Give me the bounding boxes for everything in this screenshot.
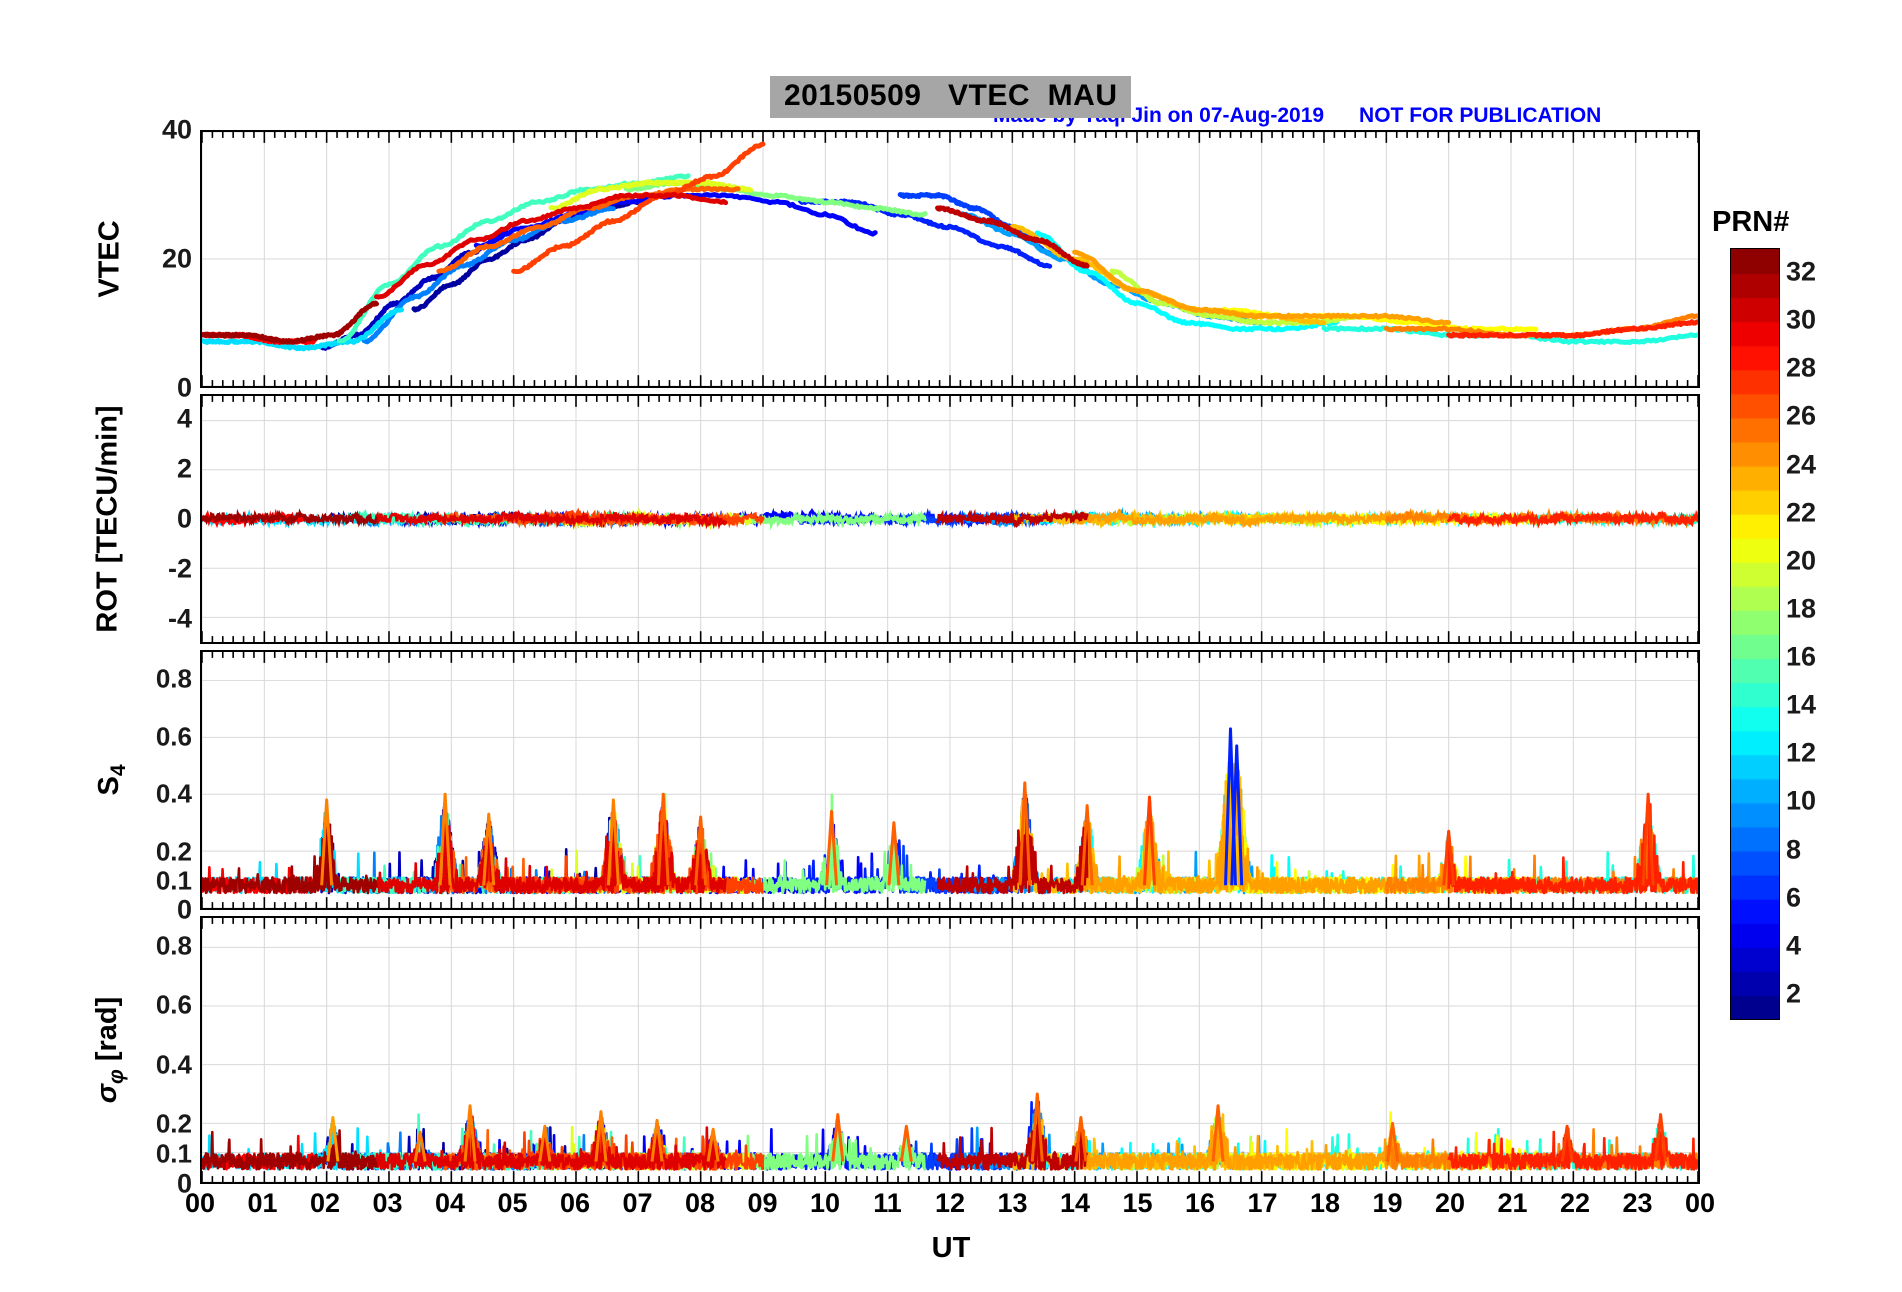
colorbar-tick-26: 26 [1786, 400, 1817, 431]
x-tick-6: 06 [559, 1188, 591, 1218]
x-tick-22: 22 [1559, 1188, 1591, 1218]
y-tick-sigma-1: 0.6 [155, 989, 192, 1020]
x-tick-7: 07 [622, 1188, 653, 1218]
x-tick-13: 13 [997, 1188, 1028, 1218]
colorbar-tick-4: 4 [1786, 930, 1802, 961]
plot-area-s4 [202, 652, 1698, 908]
x-tick-9: 09 [747, 1188, 778, 1218]
x-tick-10: 10 [809, 1188, 841, 1218]
colorbar-tick-16: 16 [1786, 641, 1817, 672]
x-tick-24: 00 [1684, 1188, 1716, 1218]
x-tick-17: 17 [1247, 1188, 1278, 1218]
x-tick-18: 18 [1309, 1188, 1341, 1218]
x-tick-12: 12 [934, 1188, 966, 1218]
x-tick-16: 16 [1184, 1188, 1216, 1218]
figure-title: 20150509 VTEC MAU [770, 76, 1132, 118]
x-tick-3: 03 [372, 1188, 403, 1218]
y-tick-sigma-5: 0 [176, 1168, 192, 1199]
y-tick-s4-3: 0.2 [155, 836, 192, 867]
colorbar-tick-6: 6 [1786, 882, 1802, 913]
y-tick-vtec-0: 40 [161, 114, 192, 145]
x-tick-11: 11 [873, 1188, 902, 1218]
figure-credit-note: Made by Yaqi Jin on 07-Aug-2019 NOT FOR … [993, 104, 1602, 127]
y-tick-vtec-1: 20 [161, 243, 192, 274]
panel-sigma-phi [200, 916, 1700, 1184]
y-tick-s4-5: 0 [176, 894, 192, 925]
y-tick-rot-2: 0 [176, 503, 192, 534]
colorbar-tick-labels: 32 30 28 26 24 22 20 18 16 14 12 10 8 6 4 2 [1786, 248, 1876, 1018]
colorbar-tick-24: 24 [1786, 449, 1817, 480]
x-tick-19: 19 [1372, 1188, 1403, 1218]
colorbar-tick-12: 12 [1786, 737, 1817, 768]
x-tick-14: 14 [1059, 1188, 1091, 1218]
colorbar [1730, 248, 1780, 1020]
y-tick-vtec-2: 0 [176, 372, 192, 403]
x-tick-23: 23 [1622, 1188, 1653, 1218]
colorbar-tick-10: 10 [1786, 785, 1817, 816]
x-axis-tick-labels: 00 01 02 03 04 05 06 07 08 09 10 11 12 13 14 15 16 17 18 19… [185, 1188, 1715, 1228]
colorbar-tick-8: 8 [1786, 834, 1802, 865]
panel-vtec [200, 130, 1700, 388]
x-axis-label: UT [931, 1232, 971, 1264]
plot-area-sigma-phi [202, 918, 1698, 1182]
x-tick-8: 08 [684, 1188, 716, 1218]
colorbar-title: PRN# [1712, 206, 1790, 238]
panel-rot [200, 394, 1700, 644]
x-tick-5: 05 [497, 1188, 528, 1218]
x-tick-2: 02 [309, 1188, 341, 1218]
y-tick-rot-4: -4 [167, 603, 192, 634]
y-tick-rot-0: 4 [176, 403, 192, 434]
colorbar-tick-30: 30 [1786, 304, 1817, 335]
x-tick-15: 15 [1122, 1188, 1153, 1218]
y-tick-sigma-2: 0.4 [155, 1049, 192, 1080]
y-tick-sigma-4: 0.1 [155, 1138, 192, 1169]
x-tick-21: 21 [1497, 1188, 1528, 1218]
y-axis-label-sigma-phi: σφ [rad] [91, 996, 128, 1104]
y-axis-label-s4: S4 [93, 764, 130, 796]
x-tick-20: 20 [1434, 1188, 1466, 1218]
colorbar-tick-28: 28 [1786, 352, 1817, 383]
y-tick-sigma-0: 0.8 [155, 930, 192, 961]
colorbar-tick-22: 22 [1786, 497, 1817, 528]
y-tick-rot-3: -2 [167, 553, 192, 584]
y-tick-s4-1: 0.6 [155, 721, 192, 752]
colorbar-tick-32: 32 [1786, 256, 1817, 287]
y-tick-s4-2: 0.4 [155, 778, 192, 809]
colorbar-tick-18: 18 [1786, 593, 1817, 624]
y-axis-label-vtec: VTEC [93, 220, 126, 298]
colorbar-tick-20: 20 [1786, 545, 1817, 576]
colorbar-tick-2: 2 [1786, 978, 1802, 1009]
x-tick-1: 01 [247, 1188, 278, 1218]
y-tick-rot-1: 2 [176, 453, 192, 484]
y-tick-sigma-3: 0.2 [155, 1108, 192, 1139]
plot-area-rot [202, 396, 1698, 642]
y-axis-label-rot: ROT [TECU/min] [91, 405, 124, 633]
y-tick-s4-0: 0.8 [155, 663, 192, 694]
x-tick-4: 04 [434, 1188, 466, 1218]
y-tick-s4-4: 0.1 [155, 865, 192, 896]
plot-area-vtec [202, 132, 1698, 386]
colorbar-tick-14: 14 [1786, 689, 1817, 720]
x-tick-0: 00 [184, 1188, 216, 1218]
panel-s4 [200, 650, 1700, 910]
